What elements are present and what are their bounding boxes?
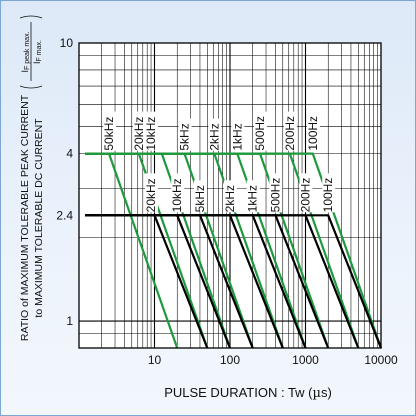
series-line-green-100Hz <box>85 152 383 349</box>
freq-label-bg <box>103 111 117 151</box>
freq-label-bg <box>269 173 283 213</box>
freq-label-lower_labels-1kHz: 1kHz <box>246 185 260 212</box>
freq-label-bg <box>208 118 222 151</box>
freq-label-lower_labels-5kHz: 5kHz <box>193 185 207 212</box>
ratio-denominator: IF max. <box>32 40 43 64</box>
freq-label-bg <box>178 118 192 151</box>
freq-label-bg <box>171 173 185 213</box>
freq-label-bg <box>322 173 336 213</box>
y-tick-label-10: 10 <box>60 36 74 50</box>
freq-label-lower_labels-20kHz: 20kHz <box>144 178 158 212</box>
x-tick-label-100: 100 <box>220 353 240 367</box>
freq-label-bg <box>254 111 268 151</box>
freq-label-bg <box>224 180 237 213</box>
plot-border <box>78 42 382 349</box>
freq-label-lower_labels-10kHz: 10kHz <box>170 178 184 212</box>
x-tick-label-10000: 10000 <box>364 353 398 367</box>
x-tick-label-1000: 1000 <box>292 353 319 367</box>
freq-label-bg <box>193 180 207 213</box>
freq-label-lower_labels-500Hz: 500Hz <box>268 178 282 213</box>
freq-label-upper_labels-100Hz: 100Hz <box>306 116 320 151</box>
freq-label-bg <box>132 111 146 151</box>
freq-label-upper_labels-20kHz: 20kHz <box>132 117 146 151</box>
freq-label-upper_labels-200Hz: 200Hz <box>283 116 297 151</box>
y-tick-label-1: 1 <box>66 314 73 328</box>
y-axis-label-group: RATIO of MAXIMUM TOLERABLE PEAK CURRENT … <box>19 15 45 341</box>
freq-label-bg <box>145 111 159 151</box>
freq-label-bg <box>145 173 159 213</box>
freq-label-upper_labels-5kHz: 5kHz <box>178 123 192 150</box>
y-axis-label-line1: RATIO of MAXIMUM TOLERABLE PEAK CURRENT <box>19 94 31 341</box>
freq-label-lower_labels-2kHz: 2kHz <box>223 185 237 212</box>
freq-label-upper_labels-2kHz: 2kHz <box>207 123 221 150</box>
freq-label-bg <box>231 118 245 151</box>
y-axis-label-line2: to MAXIMUM TOLERABLE DC CURRENT <box>33 118 45 318</box>
ratio-numerator: IF peak max. <box>20 31 31 72</box>
y-tick-label-4: 4 <box>66 147 73 161</box>
x-axis-label: PULSE DURATION : Tw (µs) <box>164 385 332 401</box>
x-tick-label-10: 10 <box>148 353 162 367</box>
freq-label-lower_labels-200Hz: 200Hz <box>299 178 313 213</box>
y-tick-labels: 1 2.4 4 10 <box>56 36 73 328</box>
freq-label-lower_labels-100Hz: 100Hz <box>321 178 335 213</box>
series-group <box>85 152 383 349</box>
x-tick-labels: 10 100 1000 10000 <box>148 353 398 367</box>
freq-label-upper_labels-1kHz: 1kHz <box>230 123 244 150</box>
freq-label-bg <box>283 111 297 151</box>
freq-label-upper_labels-50kHz: 50kHz <box>102 117 116 151</box>
freq-label-bg <box>299 173 313 213</box>
freq-label-bg <box>306 111 320 151</box>
y-tick-label-2.4: 2.4 <box>56 208 73 222</box>
freq-label-bg <box>246 180 260 213</box>
freq-label-upper_labels-10kHz: 10kHz <box>144 117 158 151</box>
freq-label-upper_labels-500Hz: 500Hz <box>253 116 267 151</box>
y-axis-ratio: IF peak max. IF max. <box>19 15 43 89</box>
series-line-black-100Hz <box>85 214 383 349</box>
